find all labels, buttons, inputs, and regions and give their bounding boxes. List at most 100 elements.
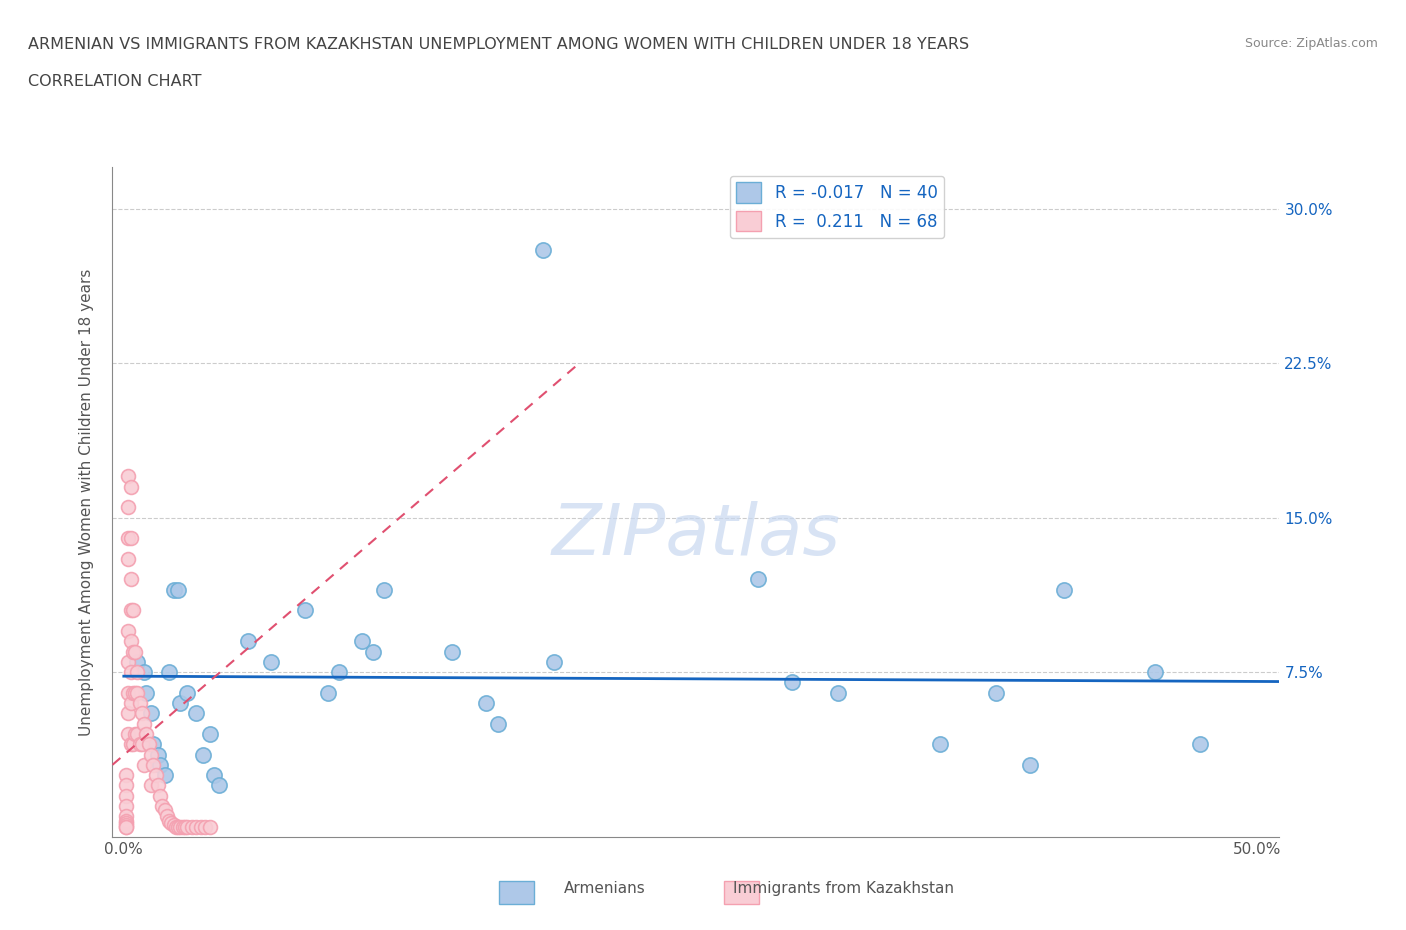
Point xyxy=(486,716,509,731)
Point xyxy=(163,582,186,597)
Point xyxy=(149,789,172,804)
Point xyxy=(115,819,138,834)
Point xyxy=(146,747,169,762)
Point xyxy=(373,582,395,597)
Point xyxy=(157,665,180,680)
Point xyxy=(117,551,139,566)
Point xyxy=(543,655,565,670)
Point xyxy=(124,685,146,700)
Point xyxy=(350,634,373,649)
Point xyxy=(238,634,260,649)
Point xyxy=(115,817,138,832)
Text: ZIPatlas: ZIPatlas xyxy=(551,501,841,570)
Point xyxy=(180,819,202,834)
Point xyxy=(198,726,221,741)
Point xyxy=(153,803,176,817)
Point xyxy=(115,789,138,804)
Point xyxy=(117,685,139,700)
Y-axis label: Unemployment Among Women with Children Under 18 years: Unemployment Among Women with Children U… xyxy=(79,269,94,736)
Legend: R = -0.017   N = 40, R =  0.211   N = 68: R = -0.017 N = 40, R = 0.211 N = 68 xyxy=(730,176,945,238)
Point xyxy=(186,706,208,721)
Point xyxy=(135,685,157,700)
Point xyxy=(142,757,165,772)
Point xyxy=(117,726,139,741)
Point xyxy=(146,778,169,793)
Point xyxy=(475,696,498,711)
Point xyxy=(139,747,162,762)
Point xyxy=(142,737,165,751)
Point xyxy=(131,737,153,751)
Point xyxy=(117,500,139,515)
Point xyxy=(122,737,145,751)
Point xyxy=(167,819,190,834)
Point xyxy=(780,675,803,690)
Point xyxy=(316,685,339,700)
Point xyxy=(204,768,226,783)
Point xyxy=(361,644,384,659)
Point xyxy=(149,757,172,772)
Point xyxy=(124,644,146,659)
Point xyxy=(117,655,139,670)
Point xyxy=(827,685,849,700)
Point xyxy=(122,644,145,659)
Point xyxy=(120,603,142,618)
Point xyxy=(120,531,142,546)
Point xyxy=(117,706,139,721)
Point xyxy=(176,685,198,700)
Point xyxy=(194,819,217,834)
Text: Source: ZipAtlas.com: Source: ZipAtlas.com xyxy=(1244,37,1378,50)
Text: Armenians: Armenians xyxy=(564,881,645,896)
Point xyxy=(120,479,142,494)
Point xyxy=(441,644,464,659)
Point xyxy=(156,809,179,824)
Point xyxy=(120,634,142,649)
Point xyxy=(531,243,554,258)
Point xyxy=(127,685,149,700)
Point xyxy=(131,706,153,721)
Point xyxy=(115,819,138,834)
Point xyxy=(186,819,208,834)
Point xyxy=(117,469,139,484)
Point xyxy=(134,665,156,680)
Point xyxy=(160,815,183,830)
Point xyxy=(163,817,186,832)
Point xyxy=(190,819,212,834)
Point xyxy=(134,716,156,731)
Point xyxy=(198,819,221,834)
Point xyxy=(294,603,316,618)
Point xyxy=(157,813,180,828)
Point xyxy=(120,665,142,680)
Point xyxy=(1053,582,1076,597)
Point xyxy=(139,778,162,793)
Point xyxy=(165,819,187,834)
Point xyxy=(167,582,190,597)
Point xyxy=(153,768,176,783)
Point xyxy=(120,572,142,587)
Point xyxy=(176,819,198,834)
Point xyxy=(115,799,138,814)
Point xyxy=(145,768,167,783)
Point xyxy=(122,603,145,618)
Point xyxy=(169,819,191,834)
Point xyxy=(127,726,149,741)
Point xyxy=(986,685,1008,700)
Text: CORRELATION CHART: CORRELATION CHART xyxy=(28,74,201,89)
Point xyxy=(138,737,160,751)
Point xyxy=(1019,757,1042,772)
Point xyxy=(747,572,769,587)
Point xyxy=(139,706,162,721)
Text: ARMENIAN VS IMMIGRANTS FROM KAZAKHSTAN UNEMPLOYMENT AMONG WOMEN WITH CHILDREN UN: ARMENIAN VS IMMIGRANTS FROM KAZAKHSTAN U… xyxy=(28,37,969,52)
Point xyxy=(134,757,156,772)
Point xyxy=(172,819,194,834)
Point xyxy=(124,726,146,741)
Point xyxy=(1189,737,1212,751)
Point xyxy=(115,809,138,824)
Point xyxy=(115,768,138,783)
Point xyxy=(328,665,350,680)
Point xyxy=(115,813,138,828)
Point xyxy=(208,778,231,793)
Point xyxy=(127,665,149,680)
Point xyxy=(928,737,950,751)
Point xyxy=(120,696,142,711)
Point xyxy=(122,685,145,700)
